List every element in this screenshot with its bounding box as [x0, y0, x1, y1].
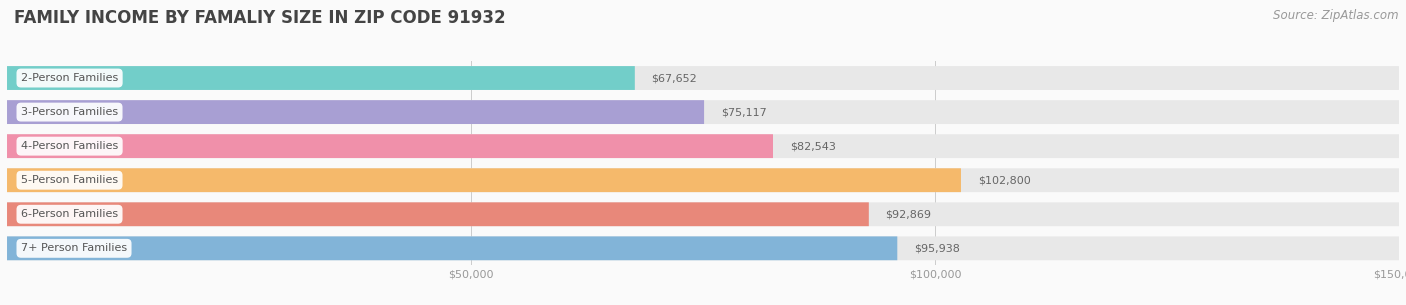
FancyBboxPatch shape	[7, 66, 1399, 90]
Text: 3-Person Families: 3-Person Families	[21, 107, 118, 117]
Text: $95,938: $95,938	[914, 243, 960, 253]
Text: 6-Person Families: 6-Person Families	[21, 209, 118, 219]
FancyBboxPatch shape	[7, 168, 1399, 192]
FancyBboxPatch shape	[7, 134, 1399, 158]
FancyBboxPatch shape	[7, 202, 869, 226]
Text: 5-Person Families: 5-Person Families	[21, 175, 118, 185]
FancyBboxPatch shape	[7, 100, 704, 124]
Text: FAMILY INCOME BY FAMALIY SIZE IN ZIP CODE 91932: FAMILY INCOME BY FAMALIY SIZE IN ZIP COD…	[14, 9, 506, 27]
FancyBboxPatch shape	[7, 168, 960, 192]
Text: 2-Person Families: 2-Person Families	[21, 73, 118, 83]
Text: $75,117: $75,117	[721, 107, 766, 117]
FancyBboxPatch shape	[7, 134, 773, 158]
FancyBboxPatch shape	[7, 202, 1399, 226]
FancyBboxPatch shape	[7, 236, 1399, 260]
Text: $67,652: $67,652	[651, 73, 697, 83]
FancyBboxPatch shape	[7, 66, 636, 90]
Text: Source: ZipAtlas.com: Source: ZipAtlas.com	[1274, 9, 1399, 22]
Text: $102,800: $102,800	[977, 175, 1031, 185]
FancyBboxPatch shape	[7, 236, 897, 260]
Text: $92,869: $92,869	[886, 209, 932, 219]
Text: $82,543: $82,543	[790, 141, 835, 151]
Text: 4-Person Families: 4-Person Families	[21, 141, 118, 151]
FancyBboxPatch shape	[7, 100, 1399, 124]
Text: 7+ Person Families: 7+ Person Families	[21, 243, 127, 253]
